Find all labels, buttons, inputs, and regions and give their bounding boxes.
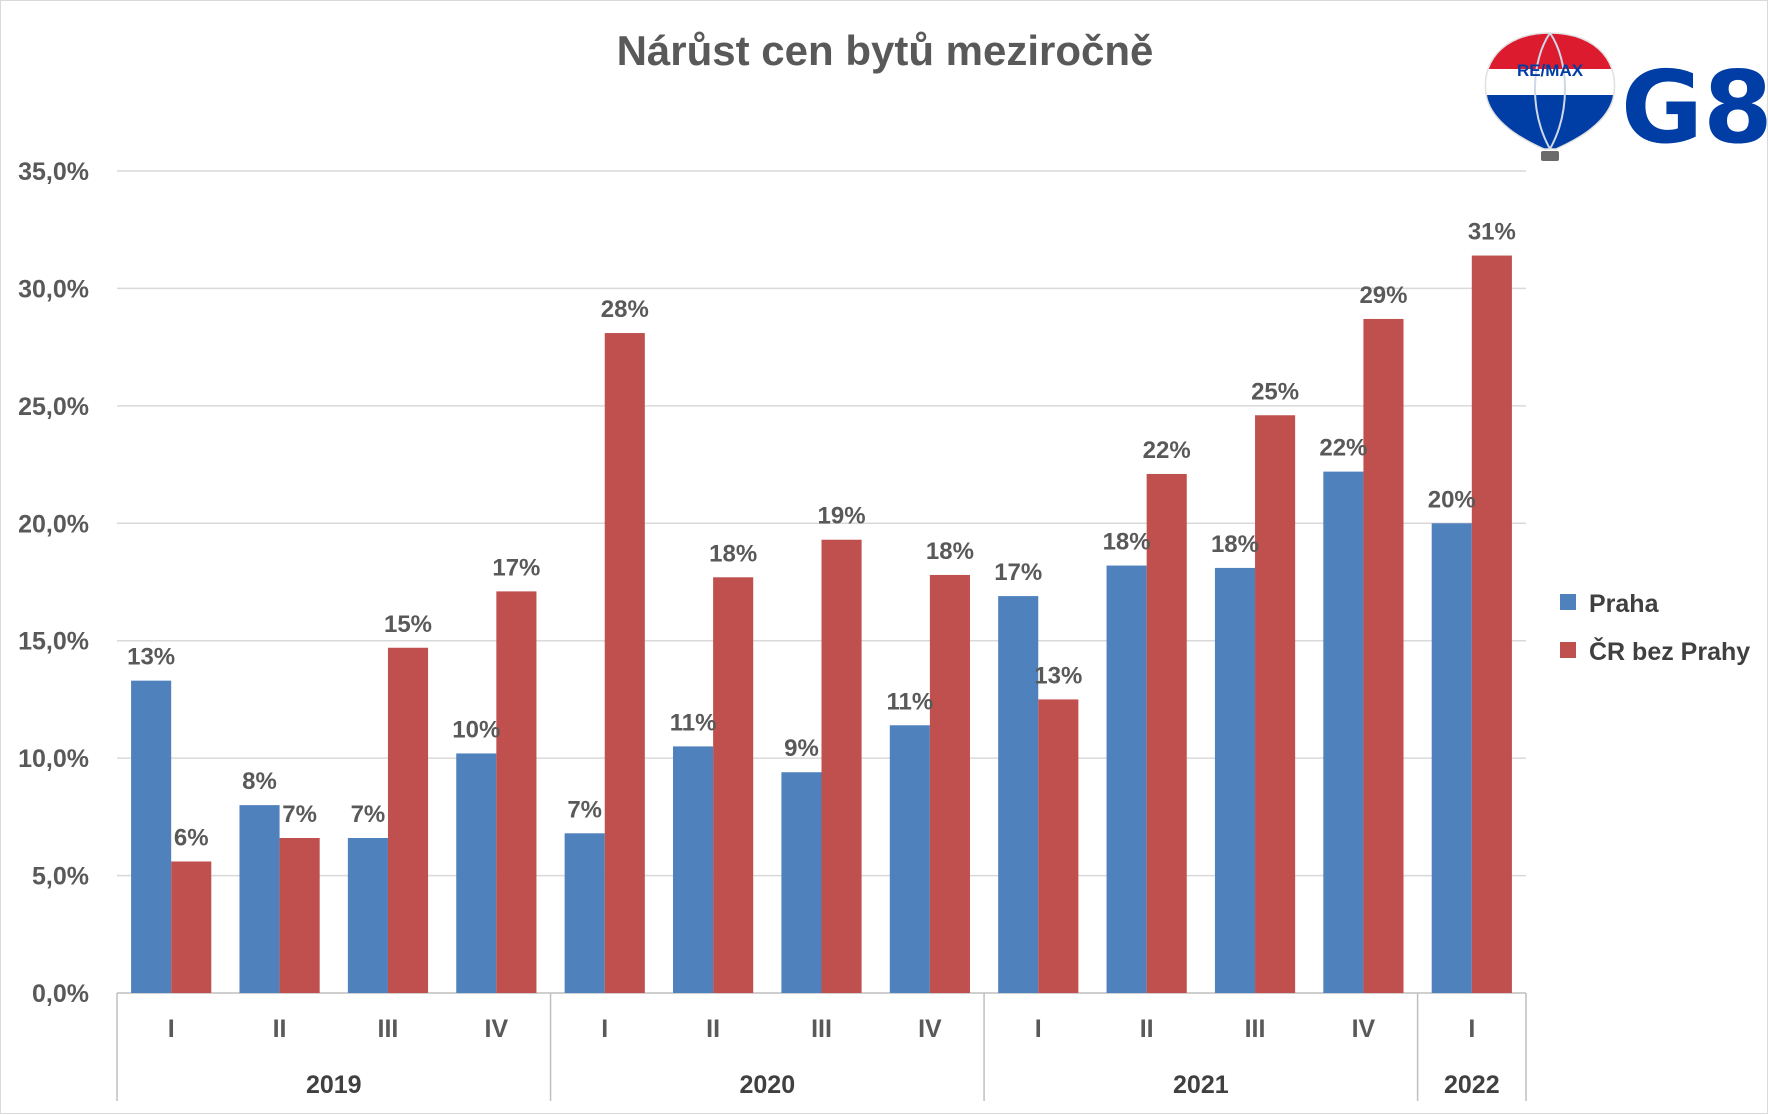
x-group-label: 2019 xyxy=(306,1071,362,1099)
x-category-label: IV xyxy=(1352,1015,1376,1043)
data-label: 15% xyxy=(384,611,432,638)
bar-cr-bez-prahy xyxy=(279,837,320,993)
bar-cr-bez-prahy xyxy=(1146,473,1187,994)
bars xyxy=(131,255,1512,994)
data-label: 17% xyxy=(994,559,1042,586)
bar-praha xyxy=(347,837,388,993)
data-label: 18% xyxy=(926,538,974,565)
bar-cr-bez-prahy xyxy=(171,861,212,993)
bar-cr-bez-prahy xyxy=(713,577,754,993)
x-category-label: I xyxy=(601,1015,608,1043)
data-label: 11% xyxy=(670,709,717,736)
bar-praha xyxy=(1431,523,1472,993)
y-axis-ticks: 0,0% 5,0% 10,0% 15,0% 20,0% 25,0% 30,0% 35,0% xyxy=(18,158,89,1008)
bar-praha xyxy=(239,805,280,993)
bar-praha xyxy=(889,725,930,993)
data-label: 18% xyxy=(709,540,757,567)
data-label: 18% xyxy=(1211,531,1259,558)
data-label: 13% xyxy=(1034,662,1082,689)
y-tick-label: 30,0% xyxy=(18,275,89,303)
y-tick-label: 35,0% xyxy=(18,158,89,186)
x-category-label: I xyxy=(1468,1015,1475,1043)
data-label: 10% xyxy=(452,716,500,743)
data-label: 7% xyxy=(567,796,602,823)
g8-brand-text: G8 xyxy=(1621,49,1768,166)
data-label: 9% xyxy=(784,735,819,762)
data-label: 13% xyxy=(127,644,175,671)
bar-praha xyxy=(564,833,605,993)
remax-balloon-icon: RE/MAX xyxy=(1484,32,1616,161)
x-group-label: 2020 xyxy=(739,1071,795,1099)
x-category-label: IV xyxy=(918,1015,942,1043)
x-category-label: III xyxy=(1245,1015,1266,1043)
data-label: 8% xyxy=(242,768,277,795)
data-label: 25% xyxy=(1251,378,1299,405)
x-group-label: 2022 xyxy=(1444,1071,1500,1099)
bar-praha xyxy=(1106,565,1147,993)
data-label: 29% xyxy=(1359,282,1407,309)
x-category-label: III xyxy=(378,1015,399,1043)
bar-cr-bez-prahy xyxy=(604,333,645,994)
bar-cr-bez-prahy xyxy=(1471,255,1512,993)
data-label: 22% xyxy=(1319,435,1367,462)
bar-cr-bez-prahy xyxy=(821,539,862,993)
bar-praha xyxy=(998,596,1039,993)
y-tick-label: 20,0% xyxy=(18,510,89,538)
y-tick-label: 25,0% xyxy=(18,393,89,421)
bar-praha xyxy=(131,680,172,993)
legend: Praha ČR bez Prahy xyxy=(1560,590,1750,666)
bar-praha xyxy=(1214,567,1256,993)
bar-cr-bez-prahy xyxy=(1038,699,1079,993)
x-category-label: I xyxy=(1035,1015,1042,1043)
legend-swatch-cr-bez-prahy xyxy=(1560,642,1576,658)
y-tick-label: 5,0% xyxy=(32,863,89,891)
x-category-label: II xyxy=(706,1015,720,1043)
data-label: 19% xyxy=(818,503,866,530)
data-label: 20% xyxy=(1428,486,1476,513)
remax-g8-logo: RE/MAX G8 xyxy=(1484,32,1768,166)
bar-praha xyxy=(1323,471,1364,993)
data-label: 17% xyxy=(492,554,540,581)
data-label: 18% xyxy=(1103,529,1151,556)
chart-title: Nárůst cen bytů meziročně xyxy=(617,27,1154,74)
x-category-label: II xyxy=(1140,1015,1154,1043)
legend-swatch-praha xyxy=(1560,594,1576,610)
data-label: 7% xyxy=(351,801,386,828)
legend-label-praha: Praha xyxy=(1589,590,1660,618)
y-tick-label: 10,0% xyxy=(18,745,89,773)
data-label: 7% xyxy=(282,801,317,828)
data-labels: 13%6%8%7% 7%15%10%17%7%28%11%18%9%19%11%1… xyxy=(127,219,1516,852)
x-category-label: II xyxy=(273,1015,287,1043)
x-category-label: I xyxy=(168,1015,175,1043)
data-label: 28% xyxy=(601,296,649,323)
y-tick-label: 0,0% xyxy=(32,980,89,1008)
bar-praha xyxy=(781,772,822,993)
bar-cr-bez-prahy xyxy=(929,574,970,993)
data-label: 11% xyxy=(886,688,933,715)
bar-cr-bez-prahy xyxy=(1255,415,1296,993)
x-group-label: 2021 xyxy=(1173,1071,1229,1099)
data-label: 6% xyxy=(174,824,209,851)
legend-label-cr-bez-prahy: ČR bez Prahy xyxy=(1589,636,1750,666)
remax-text: RE/MAX xyxy=(1517,61,1584,80)
x-category-label: IV xyxy=(485,1015,509,1043)
bar-cr-bez-prahy xyxy=(496,591,537,993)
x-category-label: III xyxy=(811,1015,832,1043)
data-label: 22% xyxy=(1143,437,1191,464)
y-tick-label: 15,0% xyxy=(18,628,89,656)
bar-cr-bez-prahy xyxy=(1363,318,1404,994)
bar-praha xyxy=(456,753,497,993)
bar-praha xyxy=(673,746,714,993)
data-label: 31% xyxy=(1468,219,1516,246)
bar-cr-bez-prahy xyxy=(387,647,429,993)
